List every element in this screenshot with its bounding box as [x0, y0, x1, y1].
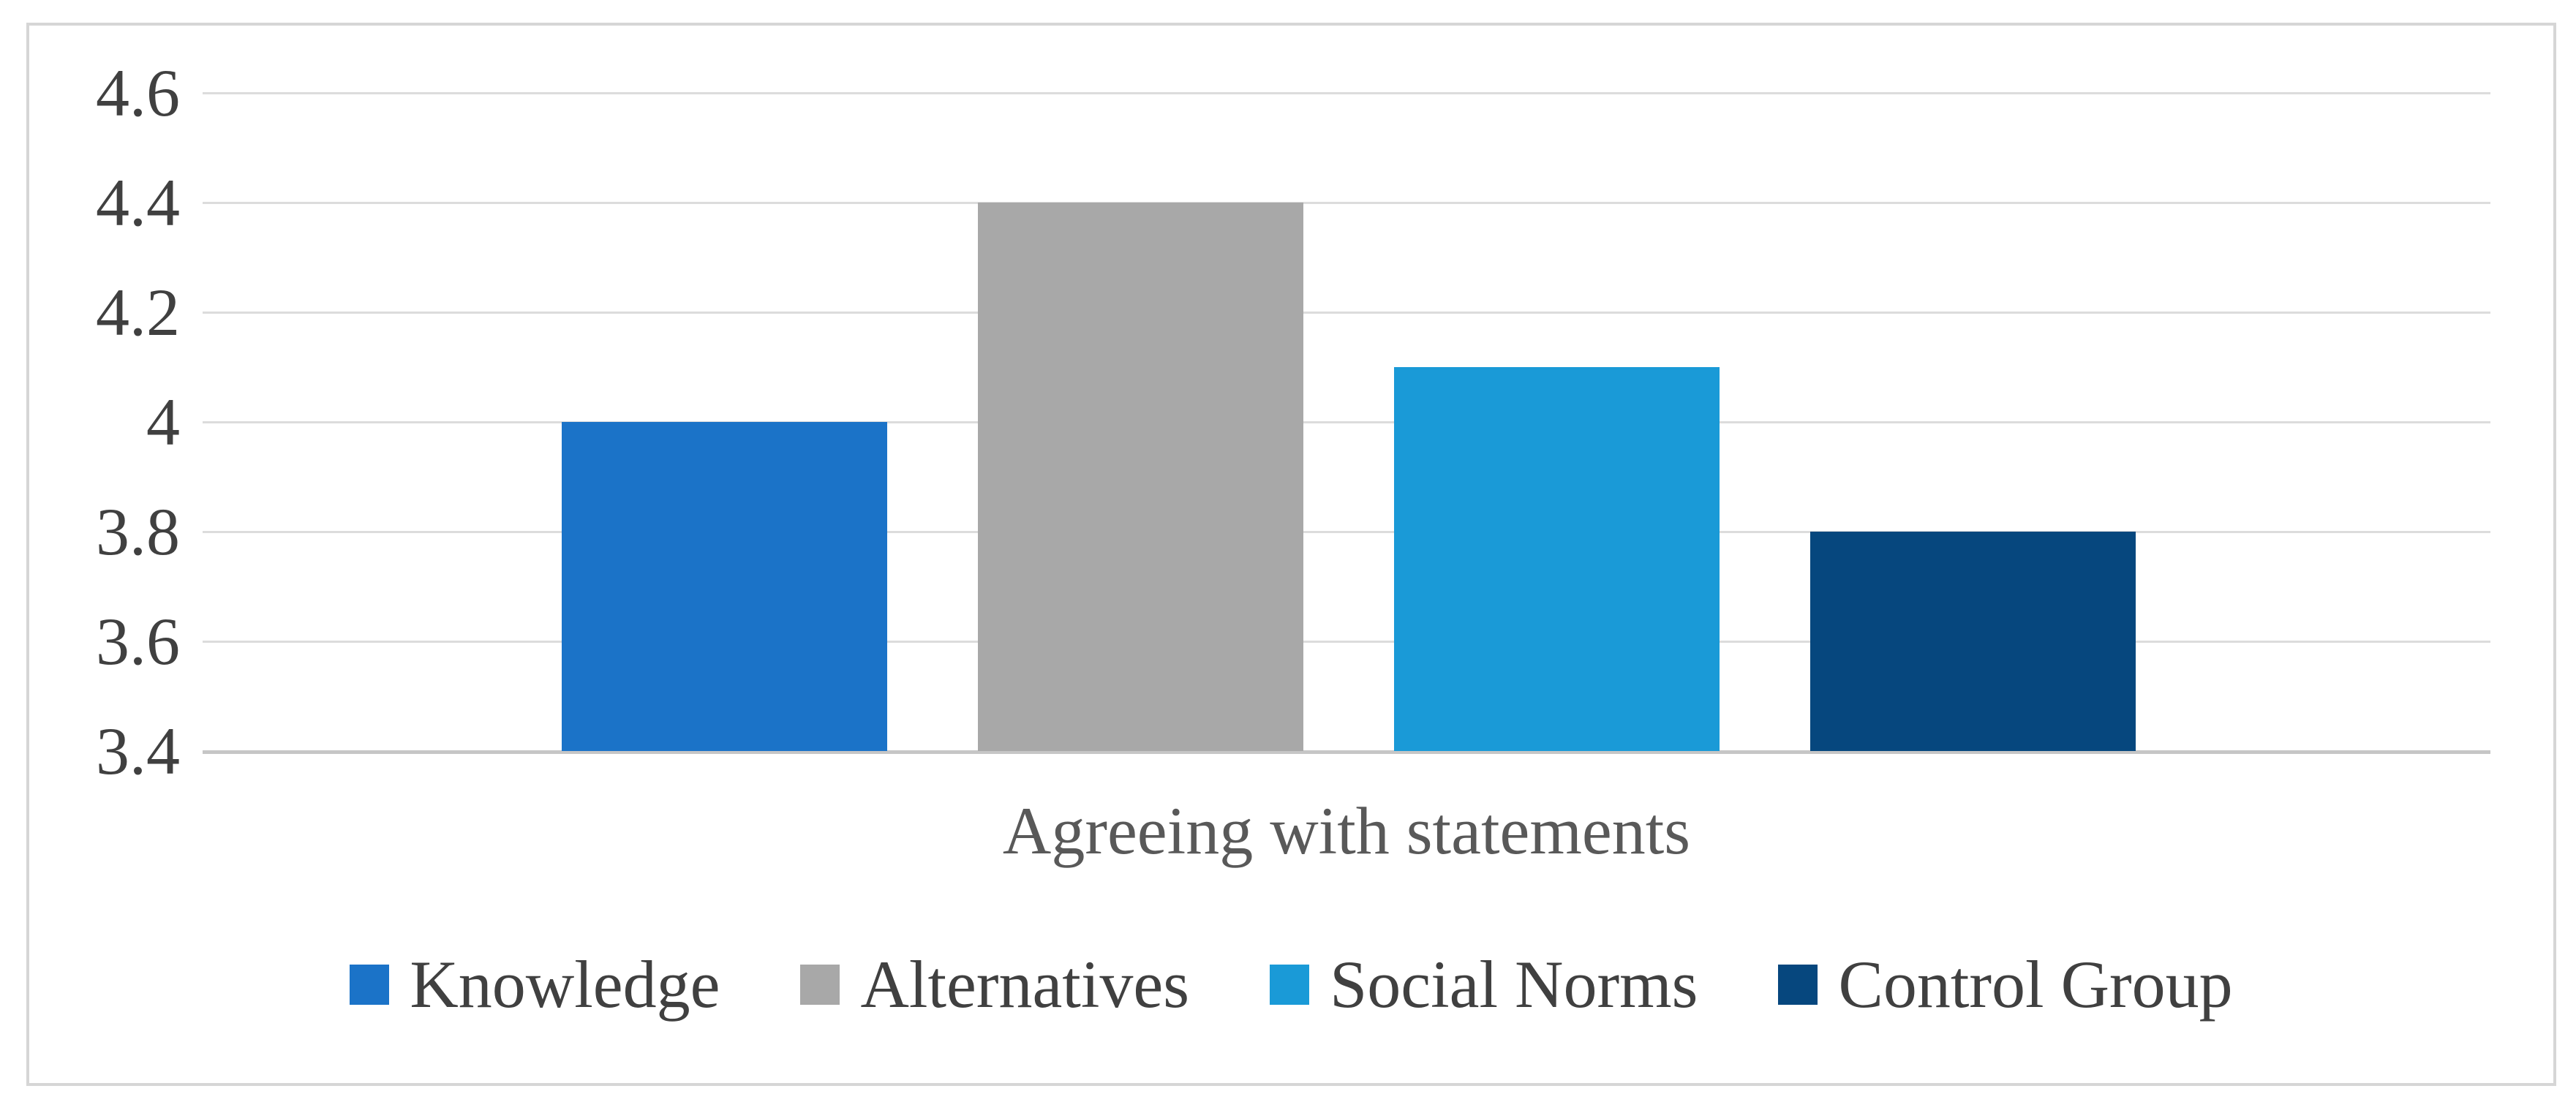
x-axis-line	[203, 750, 2490, 754]
legend-label: Alternatives	[860, 947, 1190, 1022]
y-tick-label: 4.2	[96, 275, 180, 350]
gridline	[203, 92, 2490, 94]
y-tick-label: 4.6	[96, 56, 180, 130]
legend-label: Social Norms	[1330, 947, 1698, 1022]
y-tick-label: 3.6	[96, 604, 180, 679]
legend-swatch-icon	[800, 964, 840, 1005]
legend-item-knowledge: Knowledge	[350, 946, 720, 1023]
y-tick-label: 4	[146, 385, 180, 459]
legend-swatch-icon	[1778, 964, 1818, 1005]
y-tick-label: 4.4	[96, 165, 180, 240]
y-tick-label: 3.4	[96, 714, 180, 788]
chart-frame: 4.6 4.4 4.2 4 3.8 3.6 3.4 Agreeing with statem…	[26, 23, 2556, 1086]
gridline	[203, 641, 2490, 643]
y-tick-label: 3.8	[96, 494, 180, 569]
plot-area	[203, 92, 2490, 754]
gridline	[203, 421, 2490, 423]
bar-knowledge	[562, 422, 887, 751]
bar-control-group	[1810, 532, 2136, 751]
gridline	[203, 202, 2490, 204]
gridline	[203, 312, 2490, 314]
bar-alternatives	[978, 203, 1303, 751]
legend-label: Control Group	[1838, 947, 2233, 1022]
legend-swatch-icon	[350, 964, 390, 1005]
legend-item-alternatives: Alternatives	[800, 946, 1189, 1023]
bar-social-norms	[1394, 367, 1720, 751]
x-axis-title: Agreeing with statements	[1002, 793, 1691, 868]
legend-swatch-icon	[1270, 964, 1310, 1005]
gridline	[203, 531, 2490, 533]
legend-item-control-group: Control Group	[1778, 946, 2233, 1023]
legend-item-social-norms: Social Norms	[1270, 946, 1698, 1023]
legend: Knowledge Alternatives Social Norms Control…	[29, 946, 2553, 1023]
legend-label: Knowledge	[410, 947, 720, 1022]
